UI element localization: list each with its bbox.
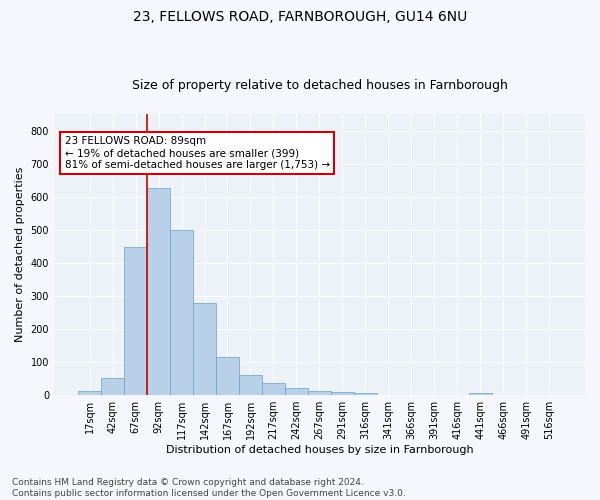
Bar <box>331 392 354 395</box>
Title: Size of property relative to detached houses in Farnborough: Size of property relative to detached ho… <box>131 79 508 92</box>
Bar <box>193 303 216 395</box>
Text: 23, FELLOWS ROAD, FARNBOROUGH, GU14 6NU: 23, FELLOWS ROAD, FARNBOROUGH, GU14 6NU <box>133 10 467 24</box>
Bar <box>124 247 147 395</box>
Bar <box>170 230 193 395</box>
Bar <box>354 393 377 395</box>
Bar <box>216 356 239 395</box>
Bar <box>262 382 285 395</box>
Text: Contains HM Land Registry data © Crown copyright and database right 2024.
Contai: Contains HM Land Registry data © Crown c… <box>12 478 406 498</box>
Bar <box>147 188 170 395</box>
Bar <box>101 378 124 395</box>
Bar <box>78 391 101 395</box>
Bar <box>285 388 308 395</box>
Text: 23 FELLOWS ROAD: 89sqm
← 19% of detached houses are smaller (399)
81% of semi-de: 23 FELLOWS ROAD: 89sqm ← 19% of detached… <box>65 136 329 170</box>
Bar <box>469 393 492 395</box>
Bar <box>308 391 331 395</box>
Y-axis label: Number of detached properties: Number of detached properties <box>15 167 25 342</box>
Bar <box>239 374 262 395</box>
X-axis label: Distribution of detached houses by size in Farnborough: Distribution of detached houses by size … <box>166 445 473 455</box>
